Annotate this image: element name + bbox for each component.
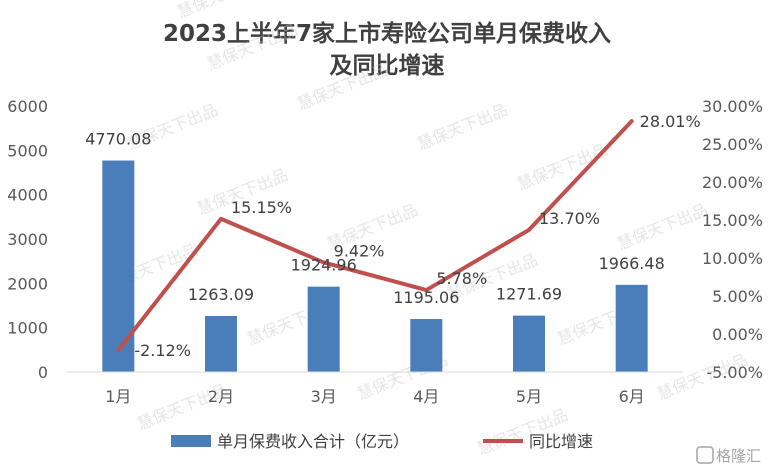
legend-bar-swatch — [171, 435, 211, 447]
watermark-text: 慧保天下出品 — [614, 200, 710, 254]
bar-value-label: 1271.69 — [496, 285, 562, 304]
growth-line — [116, 119, 634, 353]
bar-value-label: 1195.06 — [393, 288, 459, 307]
watermark-text: 慧保天下出品 — [514, 140, 610, 194]
legend-line-label: 同比增速 — [529, 432, 593, 451]
x-tick-label: 2月 — [208, 387, 234, 406]
y-left-tick-label: 0 — [38, 363, 48, 382]
bar-value-label: 1924.96 — [291, 256, 357, 275]
y-left-tick-label: 3000 — [7, 230, 48, 249]
y-right-tick-label: -5.00% — [706, 363, 763, 382]
bar — [513, 315, 545, 372]
x-tick-label: 1月 — [105, 387, 131, 406]
y-left-tick-label: 1000 — [7, 319, 48, 338]
y-right-tick-label: 10.00% — [702, 249, 763, 268]
bar-series — [102, 160, 648, 372]
x-tick-label: 5月 — [516, 387, 542, 406]
x-axis: 1月 2月 3月 4月 5月 6月 — [67, 371, 683, 406]
legend-bar-label: 单月保费收入合计（亿元） — [217, 432, 409, 451]
line-value-label: 13.70% — [539, 209, 600, 228]
watermark-text: 慧保天下出品 — [204, 20, 300, 74]
bar — [102, 160, 135, 372]
y-left-tick-label: 4000 — [7, 186, 48, 205]
line-series — [116, 119, 634, 353]
y-right-tick-label: 15.00% — [702, 211, 763, 230]
y-axis-left: 0 1000 2000 3000 4000 5000 6000 — [7, 97, 48, 382]
data-labels: 4770.08 1263.09 1924.96 1195.06 1271.69 1966.… — [85, 112, 700, 360]
bar-value-label: 1263.09 — [188, 285, 254, 304]
y-right-tick-label: 25.00% — [702, 135, 763, 154]
x-tick-label: 4月 — [413, 387, 439, 406]
y-left-tick-label: 5000 — [7, 141, 48, 160]
bar-value-label: 1966.48 — [599, 254, 665, 273]
brand-name: 格隆汇 — [716, 447, 761, 465]
bar — [615, 284, 648, 372]
watermark-text: 慧保天下出品 — [294, 60, 390, 114]
legend: 单月保费收入合计（亿元） 同比增速 — [171, 432, 593, 451]
bar — [205, 316, 237, 372]
chart-title-line1: 2023上半年7家上市寿险公司单月保费收入 — [162, 21, 612, 47]
chart-title-line2: 及同比增速 — [329, 53, 445, 79]
x-tick-label: 6月 — [619, 387, 645, 406]
y-right-tick-label: 30.00% — [702, 97, 763, 116]
bar — [410, 319, 443, 372]
line-value-label: 9.42% — [334, 241, 385, 260]
line-value-label: 28.01% — [640, 112, 701, 131]
watermark-text: 慧保天下出品 — [414, 100, 510, 154]
y-axis-right: -5.00% 0.00% 5.00% 10.00% 15.00% 20.00% 25.00%… — [702, 97, 763, 382]
bar — [307, 286, 340, 372]
y-right-tick-label: 5.00% — [712, 287, 763, 306]
watermark-text: 慧保天下出品 — [174, 0, 270, 22]
x-tick-label: 3月 — [311, 387, 337, 406]
line-value-label: -2.12% — [134, 341, 191, 360]
brand-logo: 格隆汇 — [696, 446, 761, 465]
y-left-tick-label: 6000 — [7, 97, 48, 116]
line-value-label: 5.78% — [436, 269, 487, 288]
bar-value-label: 4770.08 — [85, 130, 151, 149]
y-left-tick-label: 2000 — [7, 274, 48, 293]
line-value-label: 15.15% — [231, 198, 292, 217]
y-right-tick-label: 0.00% — [712, 325, 763, 344]
brand-icon — [696, 446, 714, 464]
y-right-tick-label: 20.00% — [702, 173, 763, 192]
